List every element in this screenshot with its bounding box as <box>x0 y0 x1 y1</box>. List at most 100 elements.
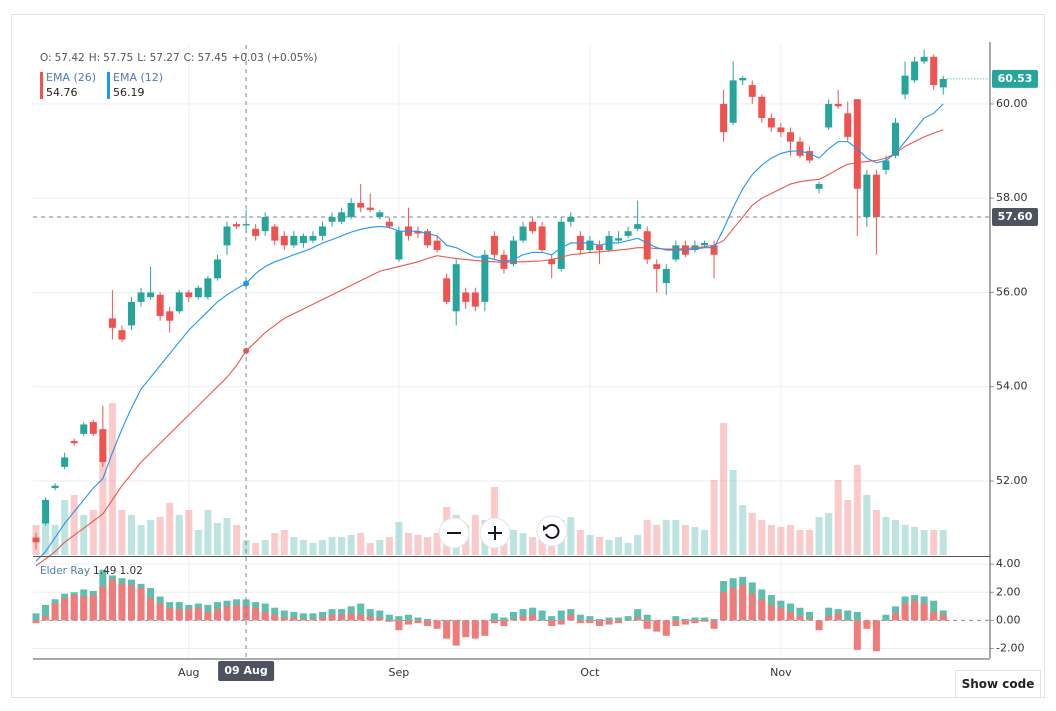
candle-body <box>481 254 489 302</box>
candle-body <box>261 217 269 232</box>
elder-ray-bar <box>510 618 517 621</box>
axis-layer: 52.00 54.00 56.00 58.00 60.00 Aug Sep Oct Nov -2.… <box>33 42 1028 679</box>
volume-bar <box>204 510 212 555</box>
volume-bar <box>595 537 603 555</box>
y-tick-label: 56.00 <box>996 285 1028 298</box>
indicator-header: Elder Ray 1.49 1.02 <box>40 565 143 577</box>
candle-body <box>815 184 823 189</box>
legend-value: 54.76 <box>46 86 78 99</box>
elder-ray-bar <box>128 585 135 621</box>
elder-ray-bar <box>701 620 708 622</box>
x-tick-label: Aug <box>178 666 199 679</box>
indicator-title: Elder Ray <box>40 565 90 577</box>
show-code-box[interactable] <box>955 670 1041 698</box>
volume-bar <box>156 517 164 555</box>
volume-bar <box>739 505 747 555</box>
elder-ray-bar <box>930 611 938 621</box>
elder-ray-bar <box>510 611 517 621</box>
volume-bar <box>471 515 479 555</box>
elder-ray-bar <box>672 620 680 626</box>
volume-bar <box>691 527 699 555</box>
elder-ray-bar <box>844 620 852 621</box>
ohlc-label: L: <box>137 52 146 64</box>
volume-bar <box>624 543 632 555</box>
elder-ray-bar <box>643 620 651 629</box>
x-tick-label: Oct <box>580 666 600 679</box>
elder-ray-bar <box>586 620 594 624</box>
candle-body <box>490 235 498 255</box>
ohlc-header: O: 57.42 H: 57.75 L: 57.27 C: 57.45 +0.03 (+0.05… <box>40 52 317 64</box>
volume-bar <box>271 533 279 555</box>
reset-circle[interactable] <box>536 515 568 547</box>
candle-body <box>309 235 317 241</box>
legend-value: 56.19 <box>113 86 145 99</box>
elder-ray-bar <box>395 620 403 631</box>
volume-bar <box>299 540 307 555</box>
elder-ray-bar <box>701 617 708 621</box>
candle-body <box>51 485 59 489</box>
elder-ray-bar <box>634 609 642 621</box>
volume-bar <box>194 530 202 555</box>
elder-ray-bar <box>882 614 890 621</box>
volume-bar <box>280 530 288 555</box>
zoom-out-button[interactable] <box>438 517 470 549</box>
elder-ray-bar <box>825 616 833 621</box>
elder-ray-bar <box>786 611 794 621</box>
elder-ray-bar <box>376 610 384 621</box>
candle-body <box>939 78 947 88</box>
elder-ray-bar <box>299 618 307 621</box>
candle-body <box>357 202 365 208</box>
elder-ray-bar <box>748 593 756 621</box>
ema-crosshair-dot <box>243 280 250 287</box>
reset-button[interactable] <box>536 515 568 547</box>
show-code-button[interactable]: Show code <box>955 670 1041 698</box>
candle-body <box>519 226 527 241</box>
elder-ray-bar <box>557 610 565 621</box>
crosshair-date-label: 09 Aug <box>224 664 267 677</box>
volume-bar <box>223 518 231 555</box>
elder-ray-bar <box>490 613 498 621</box>
elder-ray-bar <box>538 610 546 621</box>
volume-bar <box>347 535 355 555</box>
elder-ray-bar <box>424 618 432 621</box>
candle-body <box>510 240 517 265</box>
elder-ray-bar <box>691 617 699 621</box>
reset-icon[interactable] <box>545 523 560 539</box>
volume-bar <box>252 543 260 555</box>
chart-frame <box>11 14 1045 698</box>
volume-bar <box>128 515 135 555</box>
legend-swatch <box>40 72 43 99</box>
volume-bar <box>414 535 422 555</box>
volume-bar <box>806 530 814 555</box>
elder-ray-bar <box>920 603 928 621</box>
elder-ray-bar <box>443 620 451 639</box>
candle-body <box>443 278 451 302</box>
x-tick-label: Sep <box>389 666 410 679</box>
volume-bar <box>643 520 651 555</box>
elder-ray-bar <box>366 616 374 621</box>
legend-swatch <box>107 72 110 99</box>
candle-body <box>366 207 374 210</box>
elder-ray-bar <box>529 607 537 621</box>
candle-body <box>137 292 145 302</box>
show-code-text[interactable]: Show code <box>962 677 1035 691</box>
crosshair-date-box <box>218 661 275 681</box>
elder-ray-bar <box>662 620 670 636</box>
elder-ray-bar <box>61 597 69 621</box>
elder-ray-bar <box>89 595 97 621</box>
reset-icon[interactable] <box>543 525 548 531</box>
elder-ray-bar <box>624 616 632 621</box>
elder-ray-bar <box>490 620 498 624</box>
volume-bar <box>720 423 728 555</box>
candle-body <box>911 61 919 81</box>
candle-body <box>80 424 88 434</box>
elder-ray-bar <box>213 609 221 621</box>
candle-body <box>701 242 708 246</box>
volume-bar <box>357 533 365 555</box>
zoom-in-button[interactable] <box>479 517 511 549</box>
ema-line <box>35 103 944 562</box>
candle-body <box>471 292 479 307</box>
candle-body <box>586 240 594 251</box>
volume-bar <box>662 520 670 555</box>
elder-ray-bar <box>844 610 852 621</box>
